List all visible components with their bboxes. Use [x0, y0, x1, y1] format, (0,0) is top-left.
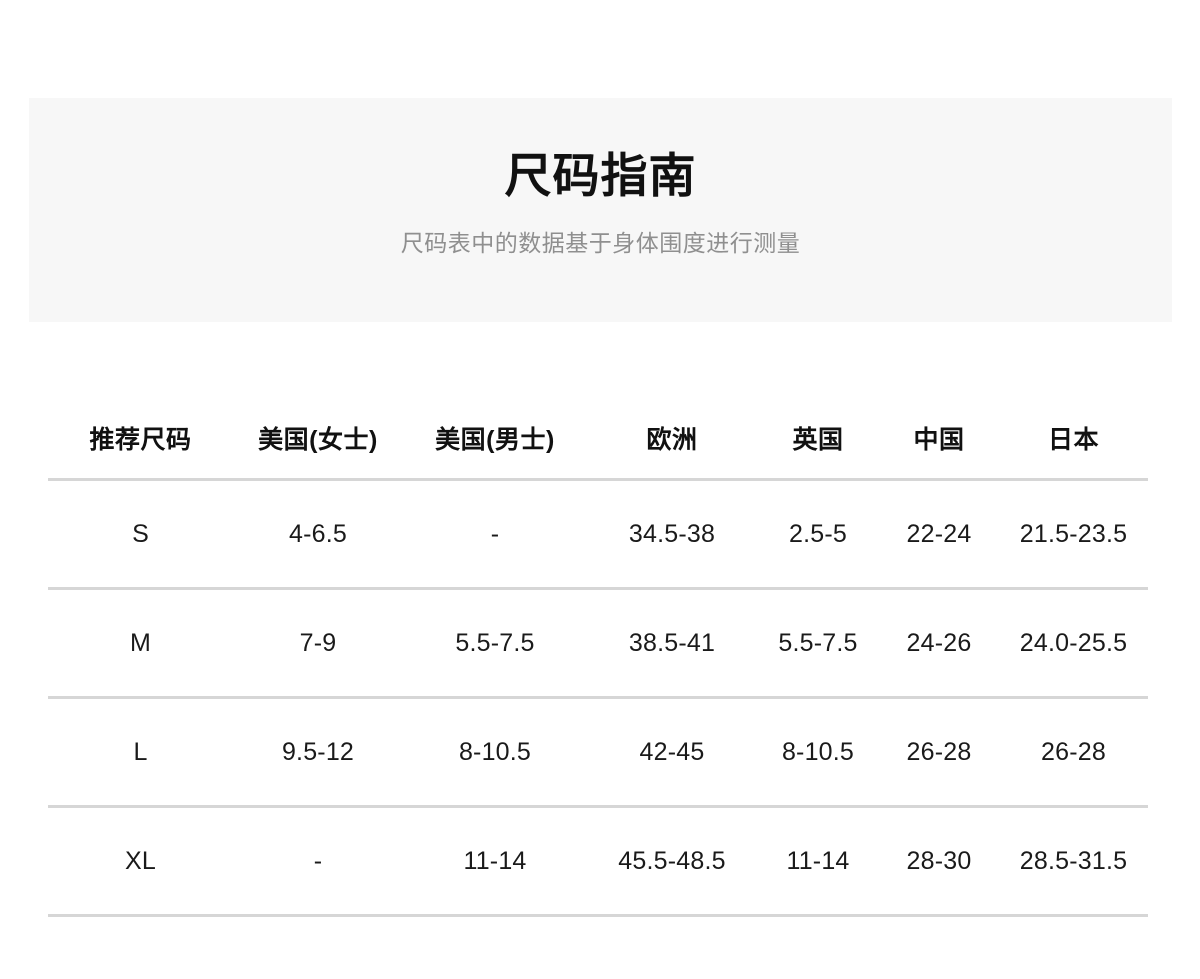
cell-uk: 5.5-7.5: [778, 628, 858, 657]
cell-us-women: 9.5-12: [281, 737, 355, 766]
table-row: L 9.5-12 8-10.5 42-45 8-10.5 26-28 26-28: [48, 698, 1148, 807]
cell-uk: 8-10.5: [781, 737, 855, 766]
size-conversion-table: 推荐尺码 美国(女士) 美国(男士) 欧洲 英国 中国 日本 S 4-6.5 -…: [48, 398, 1148, 917]
cell-recommended: M: [129, 628, 152, 657]
table-header: 推荐尺码 美国(女士) 美国(男士) 欧洲 英国 中国 日本: [48, 398, 1148, 480]
cell-uk: 2.5-5: [789, 519, 847, 548]
table-row: XL - 11-14 45.5-48.5 11-14 28-30 28.5-31…: [48, 807, 1148, 916]
column-header-recommended: 推荐尺码: [89, 426, 192, 454]
cell-jp: 24.0-25.5: [1019, 628, 1128, 657]
column-header-us-women: 美国(女士): [258, 426, 378, 454]
cell-us-men: 5.5-7.5: [455, 628, 535, 657]
cell-us-men: -: [490, 519, 500, 548]
column-header-jp: 日本: [1047, 426, 1099, 454]
size-guide-hero-banner: 尺码指南 尺码表中的数据基于身体围度进行测量: [29, 98, 1172, 322]
column-header-us-men: 美国(男士): [435, 426, 555, 454]
column-header-cn: 中国: [913, 426, 965, 454]
size-table-container: 推荐尺码 美国(女士) 美国(男士) 欧洲 英国 中国 日本 S 4-6.5 -…: [48, 398, 1148, 917]
cell-recommended: XL: [125, 846, 156, 875]
cell-cn: 22-24: [906, 519, 972, 548]
cell-jp: 21.5-23.5: [1019, 519, 1128, 548]
cell-eu: 38.5-41: [628, 628, 716, 657]
cell-eu: 34.5-38: [628, 519, 716, 548]
cell-us-men: 8-10.5: [458, 737, 532, 766]
cell-uk: 11-14: [786, 846, 850, 875]
cell-us-women: -: [313, 846, 323, 875]
column-header-eu: 欧洲: [646, 426, 698, 454]
cell-jp: 26-28: [1041, 737, 1106, 766]
table-body: S 4-6.5 - 34.5-38 2.5-5 22-24 21.5-23.5 …: [48, 480, 1148, 916]
table-row: S 4-6.5 - 34.5-38 2.5-5 22-24 21.5-23.5: [48, 480, 1148, 589]
cell-us-women: 7-9: [299, 628, 337, 657]
cell-jp: 28.5-31.5: [1019, 846, 1128, 875]
page-subtitle: 尺码表中的数据基于身体围度进行测量: [400, 230, 801, 257]
cell-us-women: 4-6.5: [289, 519, 347, 548]
cell-recommended: S: [132, 519, 149, 548]
cell-cn: 26-28: [906, 737, 972, 766]
cell-recommended: L: [133, 737, 148, 766]
cell-us-men: 11-14: [463, 846, 527, 875]
cell-cn: 24-26: [906, 628, 972, 657]
cell-eu: 45.5-48.5: [618, 846, 726, 875]
column-header-uk: 英国: [792, 426, 844, 454]
page-title: 尺码指南: [504, 149, 697, 202]
table-row: M 7-9 5.5-7.5 38.5-41 5.5-7.5 24-26 24.0…: [48, 589, 1148, 698]
table-header-row: 推荐尺码 美国(女士) 美国(男士) 欧洲 英国 中国 日本: [48, 398, 1148, 480]
cell-cn: 28-30: [906, 846, 972, 875]
cell-eu: 42-45: [639, 737, 705, 766]
